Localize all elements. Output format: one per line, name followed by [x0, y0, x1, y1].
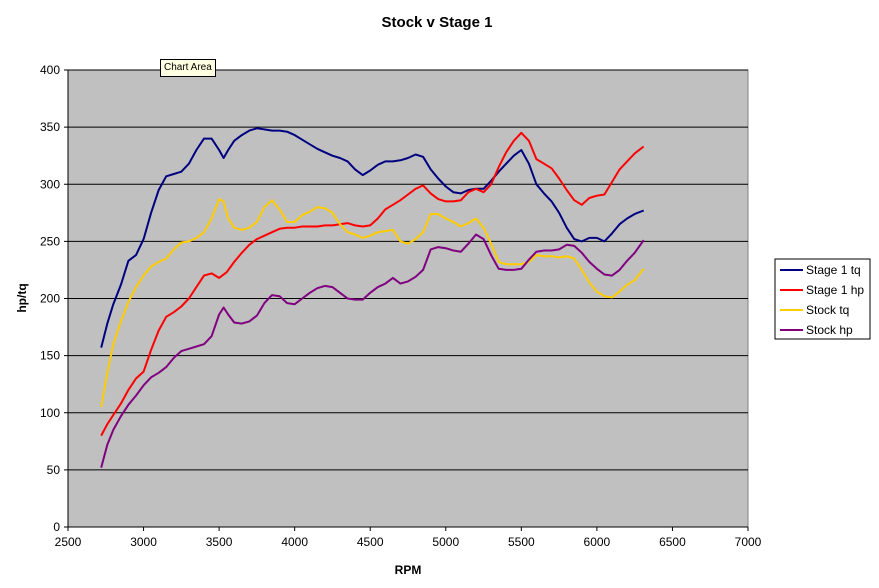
x-tick-label: 5000	[432, 535, 459, 549]
x-tick-label: 7000	[735, 535, 762, 549]
x-tick-label: 6500	[659, 535, 686, 549]
y-tick-label: 300	[40, 177, 60, 191]
legend-label-stage-1-tq: Stage 1 tq	[806, 263, 861, 277]
y-tick-label: 400	[40, 63, 60, 77]
series-line-stock-tq[interactable]	[100, 198, 645, 408]
y-tick-label: 100	[40, 406, 60, 420]
x-tick-label: 3500	[206, 535, 233, 549]
series-line-stage-1-hp[interactable]	[100, 131, 645, 437]
y-tick-label: 350	[40, 120, 60, 134]
legend-label-stock-tq: Stock tq	[806, 303, 849, 317]
x-tick-label: 4000	[281, 535, 308, 549]
series-lines	[100, 127, 645, 468]
y-tick-label: 0	[53, 520, 60, 534]
x-tick-label: 5500	[508, 535, 535, 549]
series-line-stage-1-tq[interactable]	[100, 127, 645, 348]
legend-items: Stage 1 tq Stage 1 hp Stock tq Stock hp	[780, 263, 864, 337]
legend-box	[774, 258, 871, 340]
legend-label-stock-hp: Stock hp	[806, 323, 853, 337]
y-tick-label: 200	[40, 292, 60, 306]
y-tick-label: 150	[40, 349, 60, 363]
gridlines	[68, 69, 748, 471]
chart-title: Stock v Stage 1	[382, 14, 493, 31]
y-tick-label: 50	[47, 463, 61, 477]
axis-ticks: 0 50 100 150 200 250 300 350 400 2500 3000 3500 4000…	[40, 63, 762, 549]
legend[interactable]: Stage 1 tq Stage 1 hp Stock tq Stock hp	[774, 258, 871, 340]
x-tick-label: 2500	[55, 535, 82, 549]
x-tick-label: 6000	[584, 535, 611, 549]
x-axis-label: RPM	[395, 563, 422, 577]
series-line-stock-hp[interactable]	[100, 233, 645, 468]
chart-area-tooltip: Chart Area	[160, 59, 216, 77]
y-axis-label: hp/tq	[15, 283, 29, 312]
x-tick-label: 3000	[130, 535, 157, 549]
y-tick-label: 250	[40, 234, 60, 248]
x-tick-label: 4500	[357, 535, 384, 549]
legend-label-stage-1-hp: Stage 1 hp	[806, 283, 864, 297]
